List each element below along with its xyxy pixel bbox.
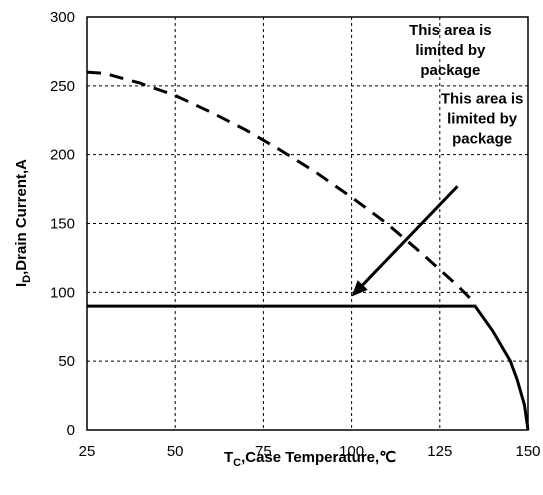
annotation-line: package: [420, 62, 480, 79]
y-axis-title: ID,Drain Current,A: [13, 159, 33, 287]
y-tick-label: 150: [50, 216, 75, 233]
annotation-line: limited by: [447, 111, 518, 128]
annotations: This area is limited by package This area i…: [409, 22, 523, 148]
series-line-dashed: [86, 70, 477, 305]
grid-lines: [87, 17, 528, 430]
y-tick-label: 50: [58, 353, 75, 370]
series-group: [86, 70, 530, 431]
arrow-group: [351, 185, 459, 297]
x-axis-title-main: T: [224, 449, 233, 466]
series-line-solid: [87, 304, 530, 431]
y-tick-label: 200: [50, 147, 75, 164]
y-axis-title-rest: ,Drain Current,A: [13, 159, 30, 275]
annotation-line: This area is: [409, 22, 492, 39]
annotation-line: limited by: [415, 42, 486, 59]
arrow-shaft: [361, 185, 459, 286]
arrow-head: [351, 280, 368, 297]
x-tick-label: 100: [339, 443, 364, 460]
annotation-line: This area is: [441, 91, 524, 108]
plot-frame: [86, 16, 529, 431]
x-tick-label: 50: [167, 443, 184, 460]
x-axis-title-rest: ,Case Temperature,℃: [241, 449, 396, 466]
y-axis-title-main: I: [13, 283, 30, 287]
y-tick-label: 250: [50, 78, 75, 95]
x-tick-label: 125: [427, 443, 452, 460]
y-tick-label: 300: [50, 9, 75, 26]
x-tick-label: 25: [79, 443, 96, 460]
x-tick-labels: 25 50 75 100 125 150: [79, 443, 541, 460]
x-tick-label: 150: [515, 443, 540, 460]
x-tick-label: 75: [255, 443, 272, 460]
x-axis-title: TC,Case Temperature,℃: [224, 449, 396, 469]
x-axis-title-sub: C: [233, 457, 241, 469]
y-tick-label: 100: [50, 284, 75, 301]
y-axis-title-sub: D: [21, 275, 33, 283]
annotation-line: package: [452, 131, 512, 148]
y-tick-label: 0: [67, 422, 75, 439]
y-tick-labels: 0 50 100 150 200 250 300: [50, 9, 75, 439]
